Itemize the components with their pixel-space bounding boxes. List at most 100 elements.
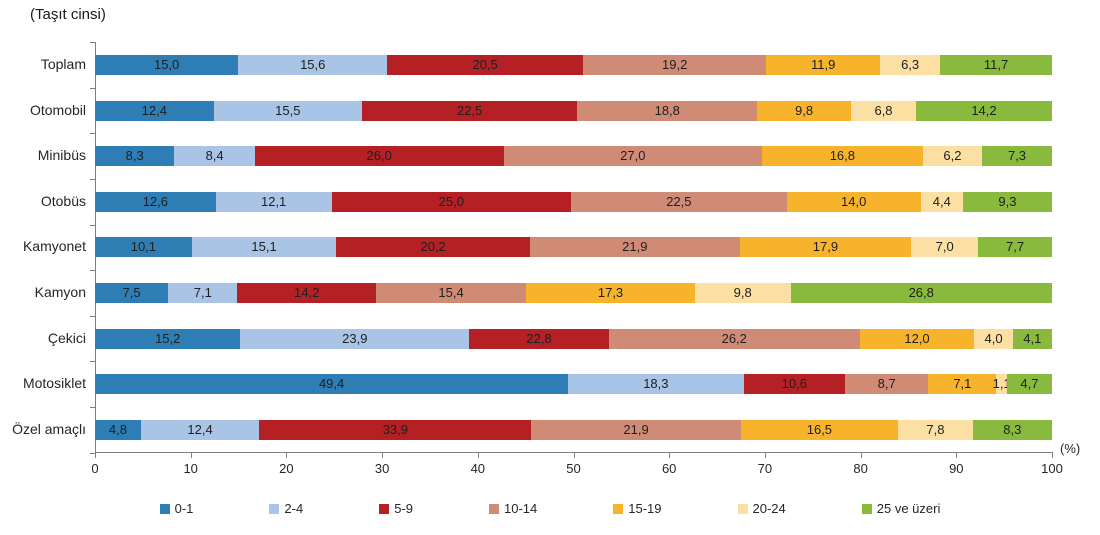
bar-value-label: 7,1 — [953, 376, 972, 392]
legend-label: 2-4 — [284, 501, 304, 516]
bar-value-label: 7,7 — [1006, 239, 1025, 255]
bar-value-label: 6,8 — [874, 102, 893, 118]
y-axis-tick — [90, 315, 95, 317]
bar-segment: 18,3 — [568, 374, 744, 395]
bar-segment: 14,2 — [916, 100, 1052, 121]
x-axis-tick — [764, 453, 766, 458]
bar-segment: 4,8 — [95, 419, 141, 440]
bar-value-label: 18,8 — [654, 102, 680, 118]
bar-row-5: 10,1 15,1 20,2 21,9 17,9 7,0 7,7 — [95, 237, 1052, 258]
x-axis-tick — [1052, 453, 1053, 458]
bar-segment: 7,0 — [911, 237, 979, 258]
bar-value-label: 33,9 — [382, 421, 409, 437]
legend-label: 25 ve üzeri — [876, 501, 941, 516]
bar-value-label: 4,1 — [1023, 330, 1042, 346]
bar-segment: 26,0 — [254, 146, 504, 167]
bar-value-label: 14,2 — [294, 285, 320, 300]
bar-segment: 12,4 — [95, 100, 214, 121]
category-label-4: Otobüs — [40, 192, 86, 209]
bar-value-label: 12,4 — [187, 421, 213, 437]
bar-value-label: 4,4 — [932, 193, 951, 209]
x-axis-tick — [286, 453, 288, 458]
bar-segment: 15,0 — [95, 55, 239, 75]
bar-segment: 8,3 — [95, 146, 175, 167]
bar-segment: 8,4 — [174, 146, 255, 167]
bar-row-1: 15,0 15,6 20,5 19,2 11,9 6,3 11,7 — [95, 55, 1052, 75]
bar-segment: 20,5 — [387, 55, 584, 75]
bar-value-label: 15,6 — [300, 57, 326, 72]
bar-segment: 22,8 — [469, 328, 609, 349]
legend-item-0-1: 0-1 — [159, 501, 194, 516]
legend-swatch-icon — [379, 503, 390, 514]
legend-swatch-icon — [613, 503, 624, 514]
bar-value-label: 15,1 — [251, 239, 277, 255]
bar-row-3: 8,3 8,4 26,0 27,0 16,8 6,2 7,3 — [95, 146, 1052, 167]
bar-segment: 15,2 — [95, 328, 241, 349]
bar-value-label: 4,8 — [108, 421, 127, 437]
bar-segment: 15,4 — [375, 283, 527, 303]
bar-value-label: 6,2 — [943, 148, 962, 164]
category-label-8: Motosiklet — [22, 375, 86, 392]
bar-segment: 10,1 — [95, 237, 192, 258]
x-axis-tick — [95, 453, 96, 458]
bar-value-label: 20,2 — [420, 239, 446, 255]
bar-row-6: 7,5 7,1 14,2 15,4 17,3 9,8 26,8 — [95, 283, 1052, 303]
x-axis-line — [95, 452, 1053, 453]
legend-label: 0-1 — [174, 501, 194, 516]
x-axis-tick-label: 60 — [661, 461, 677, 476]
bar-row-9: 4,8 12,4 33,9 21,9 16,5 7,8 8,3 — [95, 419, 1052, 440]
bar-value-label: 14,2 — [971, 102, 997, 118]
bar-segment: 9,8 — [757, 100, 851, 121]
bar-segment: 6,8 — [850, 100, 917, 121]
bar-value-label: 6,3 — [901, 57, 920, 72]
bar-value-label: 12,6 — [142, 193, 168, 209]
bar-segment: 7,5 — [95, 283, 169, 303]
x-axis-unit-label: (%) — [1060, 441, 1081, 456]
bar-value-label: 8,3 — [1003, 421, 1022, 437]
bar-segment: 15,6 — [238, 55, 388, 75]
bar-value-label: 22,8 — [526, 330, 552, 346]
bar-value-label: 9,3 — [998, 193, 1017, 209]
x-axis-tick — [382, 453, 384, 458]
bar-segment: 1,1 — [993, 374, 1011, 395]
bar-value-label: 22,5 — [666, 193, 692, 209]
legend-swatch-icon — [737, 503, 748, 514]
legend-label: 5-9 — [394, 501, 414, 516]
bar-segment: 26,2 — [608, 328, 860, 349]
bar-segment: 27,0 — [503, 146, 762, 167]
legend-label: 15-19 — [628, 501, 662, 516]
x-axis-tick — [190, 453, 192, 458]
y-axis-tick — [90, 224, 95, 226]
bar-segment: 8,7 — [845, 374, 929, 395]
bar-segment: 4,1 — [1012, 328, 1052, 349]
bar-value-label: 1,1 — [992, 376, 1011, 392]
bar-value-label: 23,9 — [342, 330, 368, 346]
x-axis-tick-label: 50 — [566, 461, 581, 476]
bar-segment: 14,0 — [786, 191, 921, 212]
bar-segment: 14,2 — [237, 283, 376, 303]
y-axis-tick — [90, 133, 95, 135]
bar-value-label: 19,2 — [662, 57, 688, 72]
bar-value-label: 7,5 — [122, 285, 141, 300]
legend-swatch-icon — [269, 503, 280, 514]
bar-value-label: 14,0 — [841, 193, 867, 209]
legend-label: 20-24 — [752, 501, 786, 516]
bar-segment: 7,8 — [898, 419, 973, 440]
x-axis-tick — [477, 453, 479, 458]
category-label-1: Toplam — [40, 56, 86, 72]
bar-segment: 6,2 — [922, 146, 983, 167]
bar-segment: 33,9 — [259, 419, 532, 440]
bar-segment: 12,4 — [140, 419, 260, 440]
bar-value-label: 15,0 — [153, 57, 180, 72]
x-axis-tick — [573, 453, 575, 458]
bar-value-label: 17,3 — [597, 285, 624, 300]
x-axis-tick — [860, 453, 862, 458]
y-axis-tick — [90, 179, 95, 180]
bar-value-label: 9,8 — [733, 285, 752, 300]
bar-value-label: 22,5 — [456, 102, 483, 118]
bar-segment: 12,6 — [95, 191, 216, 212]
legend-label: 10-14 — [504, 501, 538, 516]
bar-value-label: 4,7 — [1020, 376, 1039, 392]
x-axis-tick-label: 10 — [183, 461, 198, 476]
